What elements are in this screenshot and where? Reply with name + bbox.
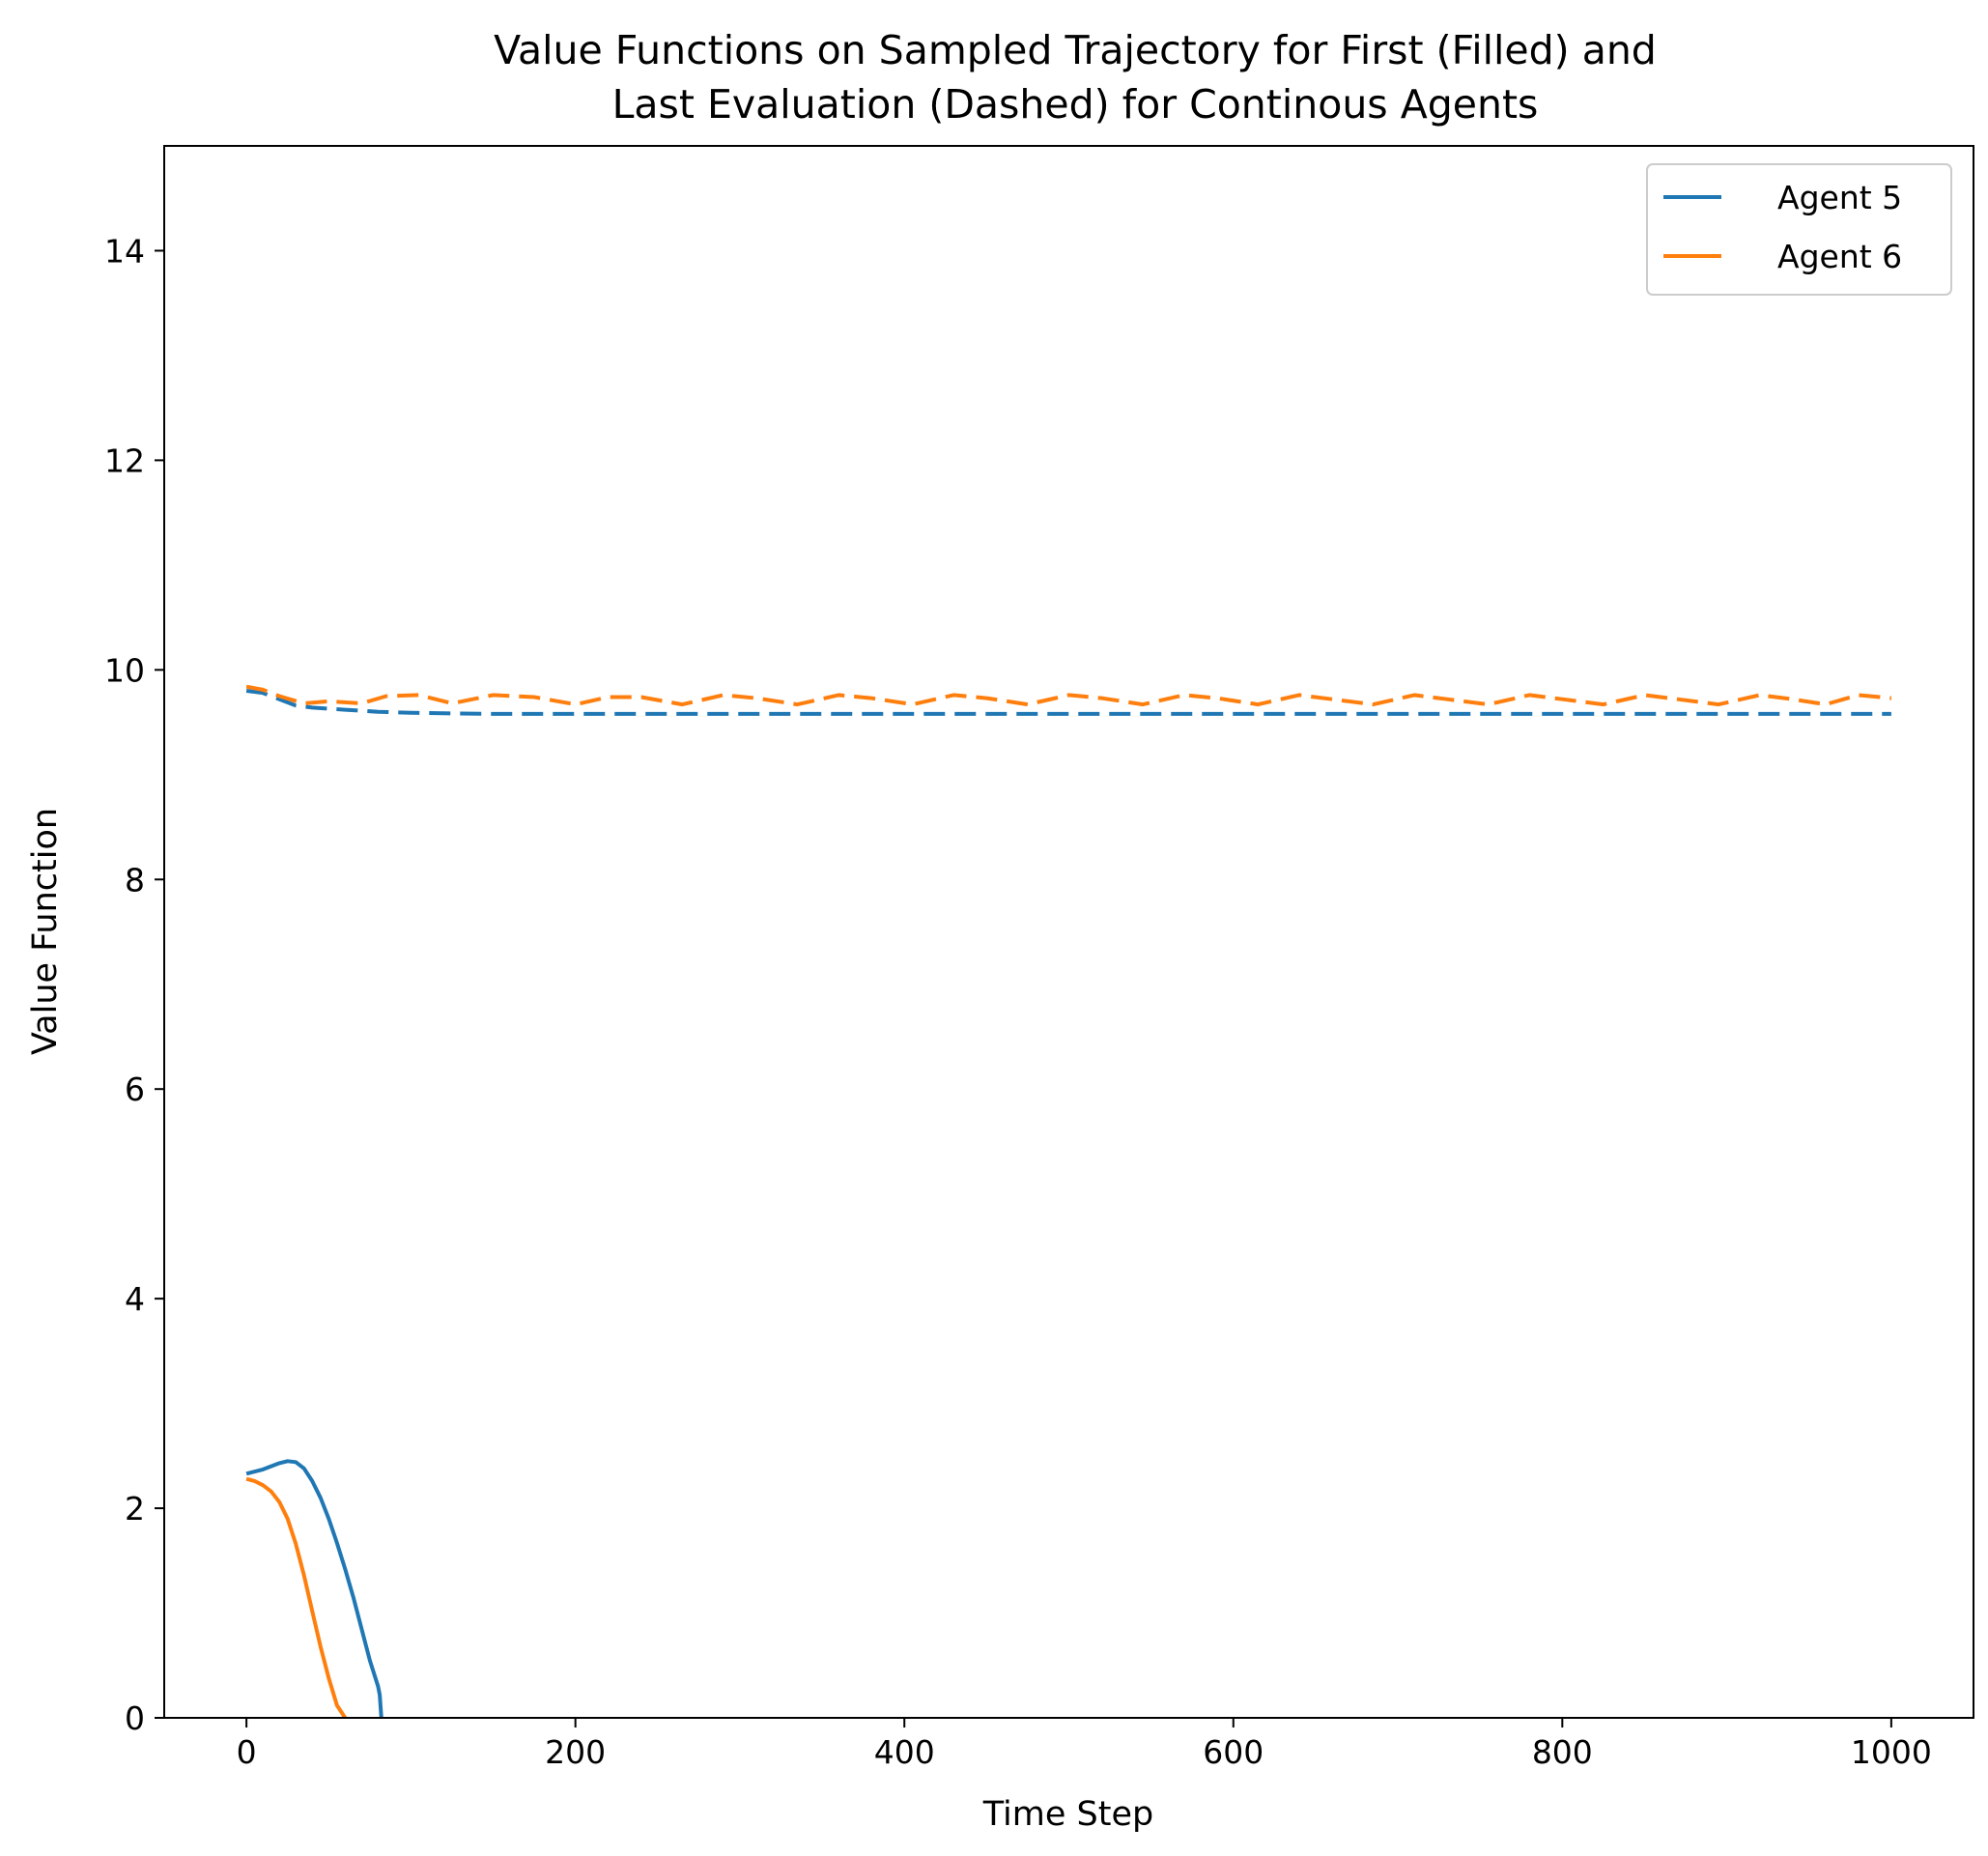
y-tick-label: 14 [104, 232, 145, 270]
x-tick-label: 400 [874, 1733, 935, 1771]
x-tick-label: 600 [1203, 1733, 1264, 1771]
series-agent-6-solid [245, 1476, 347, 1720]
x-axis-label: Time Step [982, 1795, 1153, 1834]
chart-title-line-1: Value Functions on Sampled Trajectory fo… [494, 27, 1657, 73]
legend-box [1646, 163, 1952, 296]
x-tick-label: 1000 [1851, 1733, 1932, 1771]
series-agent-6-dashed [245, 684, 1892, 707]
series-agent-5-dashed [245, 689, 1891, 716]
y-tick-label: 2 [125, 1490, 145, 1528]
y-tick-label: 4 [125, 1280, 145, 1318]
y-tick-label: 12 [104, 442, 145, 479]
legend: Agent 5 Agent 6 [1646, 163, 1952, 296]
y-tick-label: 0 [125, 1699, 145, 1737]
x-tick-label: 200 [545, 1733, 606, 1771]
y-axis-label: Value Function [26, 808, 65, 1055]
y-tick-label: 8 [125, 861, 145, 899]
legend-label-agent-5: Agent 5 [1777, 179, 1902, 216]
chart-title-line-2: Last Evaluation (Dashed) for Continous A… [612, 81, 1539, 128]
y-tick-label: 10 [104, 651, 145, 689]
y-tick-label: 6 [125, 1071, 145, 1108]
plot-area-frame [163, 145, 1974, 1719]
ticks-layer: 0 200 400 600 800 1000 0 2 4 6 8 10 12 14 [104, 232, 1932, 1771]
x-tick-label: 0 [237, 1733, 257, 1771]
series-layer [245, 684, 1892, 1720]
legend-label-agent-6: Agent 6 [1777, 238, 1902, 275]
x-tick-label: 800 [1532, 1733, 1593, 1771]
series-agent-5-solid [245, 1459, 383, 1719]
